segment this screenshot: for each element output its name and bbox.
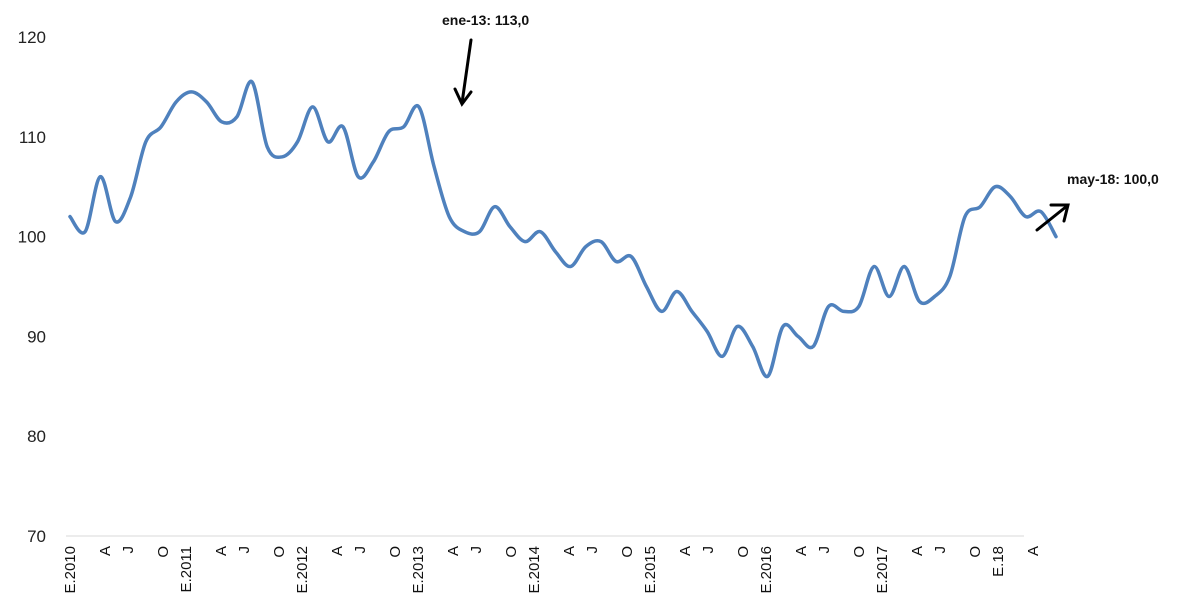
down-arrow-icon xyxy=(453,38,473,107)
x-tick-label: J xyxy=(236,546,253,554)
x-tick-label: O xyxy=(619,546,636,558)
x-tick-label: J xyxy=(700,546,717,554)
x-tick-label: E.2017 xyxy=(874,546,891,594)
x-tick-label: O xyxy=(387,546,404,558)
y-tick-label: 100 xyxy=(18,228,46,247)
x-tick-label: A xyxy=(1025,546,1042,556)
x-tick-label: J xyxy=(120,546,137,554)
x-tick-label: A xyxy=(329,546,346,556)
x-tick-label: O xyxy=(271,546,288,558)
y-axis: 70 80 90 100 110 120 xyxy=(18,28,46,546)
x-tick-label: E.2013 xyxy=(410,546,427,594)
x-tick-label: O xyxy=(503,546,520,558)
up-right-arrow-icon xyxy=(1035,203,1070,232)
x-tick-label: J xyxy=(932,546,949,554)
x-tick-label: E.2010 xyxy=(62,546,79,594)
x-tick-label: O xyxy=(851,546,868,558)
x-tick-label: A xyxy=(445,546,462,556)
y-tick-label: 70 xyxy=(27,527,46,546)
x-tick-label: A xyxy=(97,546,114,556)
x-axis: E.2010 A J O E.2011 A J O E.2012 A J O E.2013 A J O E.20… xyxy=(62,546,1042,594)
x-tick-label: J xyxy=(816,546,833,554)
x-tick-label: E.2014 xyxy=(526,546,543,594)
x-tick-label: J xyxy=(352,546,369,554)
annotation-label-jan-13: ene-13: 113,0 xyxy=(442,12,529,28)
x-tick-label: A xyxy=(909,546,926,556)
annotation-jan-13: ene-13: 113,0 xyxy=(442,12,529,107)
x-tick-label: A xyxy=(677,546,694,556)
x-tick-label: O xyxy=(155,546,172,558)
x-tick-label: A xyxy=(561,546,578,556)
y-tick-label: 110 xyxy=(19,128,46,147)
series-line xyxy=(68,79,1058,379)
x-tick-label: A xyxy=(793,546,810,556)
x-tick-label: E.2016 xyxy=(758,546,775,594)
x-tick-label: O xyxy=(967,546,984,558)
x-tick-label: E.2012 xyxy=(294,546,311,594)
x-tick-label: E.2011 xyxy=(178,546,195,592)
x-tick-label: O xyxy=(735,546,752,558)
y-tick-label: 120 xyxy=(18,28,46,47)
x-tick-label: E.18 xyxy=(990,546,1007,577)
x-tick-label: J xyxy=(584,546,601,554)
x-tick-label: E.2015 xyxy=(642,546,659,594)
annotation-may-18: may-18: 100,0 xyxy=(1035,171,1159,232)
y-tick-label: 80 xyxy=(27,427,46,446)
x-tick-label: J xyxy=(468,546,485,554)
y-tick-label: 90 xyxy=(27,327,46,346)
x-tick-label: A xyxy=(213,546,230,556)
annotation-label-may-18: may-18: 100,0 xyxy=(1067,171,1159,187)
